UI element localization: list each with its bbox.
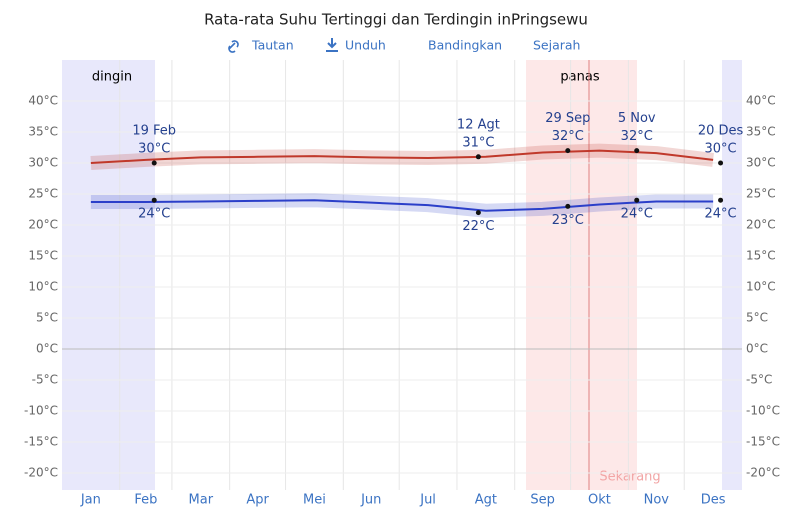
y2-tick-label: 5°C (746, 311, 768, 325)
x-tick-label: Mar (189, 493, 214, 508)
y-tick-label: 10°C (28, 280, 58, 294)
y2-tick-label: 15°C (746, 249, 776, 263)
annotation-value: 23°C (552, 213, 584, 228)
y-tick-label: 35°C (28, 125, 58, 139)
link-icon (228, 40, 239, 53)
y-tick-label: -20°C (24, 466, 58, 480)
y2-tick-label: 0°C (746, 342, 768, 356)
now-label: Sekarang (599, 470, 660, 485)
series-line (90, 149, 714, 164)
annotation-value: 31°C (462, 135, 494, 150)
chart-title: Rata-rata Suhu Tertinggi dan Terdingin i… (204, 11, 588, 29)
annotation-value: 22°C (462, 219, 494, 234)
y-tick-label: -10°C (24, 404, 58, 418)
annotation-value: 24°C (621, 207, 653, 222)
y2-tick-label: -5°C (746, 373, 772, 387)
annotation-point (151, 160, 157, 166)
season-label: dingin (92, 70, 132, 85)
y-tick-label: 30°C (28, 156, 58, 170)
y2-tick-label: 35°C (746, 125, 776, 139)
y2-tick-label: -15°C (746, 435, 780, 449)
annotation-value: 30°C (138, 142, 170, 157)
y2-tick-label: 10°C (746, 280, 776, 294)
link[interactable]: Tautan (251, 38, 294, 53)
y-tick-label: -5°C (32, 373, 58, 387)
x-tick-label: Mei (303, 493, 326, 508)
annotation-date: 20 Des (698, 124, 744, 139)
y2-tick-label: -20°C (746, 466, 780, 480)
annotation-value: 32°C (552, 129, 584, 144)
y-tick-label: 15°C (28, 249, 58, 263)
y-tick-label: 25°C (28, 187, 58, 201)
annotation-point (475, 154, 481, 160)
x-tick-label: Okt (588, 493, 611, 508)
annotation-point (634, 197, 640, 203)
annotation-value: 32°C (621, 129, 653, 144)
x-tick-label: Jan (80, 493, 101, 508)
annotation-date: 5 Nov (618, 111, 656, 126)
download-icon (326, 38, 338, 52)
annotation-point (565, 148, 571, 154)
y-tick-label: 40°C (28, 94, 58, 108)
annotation-value: 24°C (705, 207, 737, 222)
season-label: panas (560, 70, 599, 85)
y2-tick-label: 40°C (746, 94, 776, 108)
y-tick-label: 5°C (36, 311, 58, 325)
annotation-value: 30°C (705, 142, 737, 157)
x-tick-label: Nov (644, 493, 670, 508)
annotation-point (634, 148, 640, 154)
x-tick-label: Apr (246, 493, 269, 508)
annotation-point (718, 197, 724, 203)
y2-tick-label: 20°C (746, 218, 776, 232)
series-line (90, 199, 714, 212)
x-tick-label: Jul (419, 493, 436, 508)
x-tick-label: Jun (360, 493, 381, 508)
x-tick-label: Feb (134, 493, 157, 508)
link[interactable]: Sejarah (533, 38, 580, 53)
y2-tick-label: -10°C (746, 404, 780, 418)
y-tick-label: -15°C (24, 435, 58, 449)
annotation-point (151, 197, 157, 203)
link[interactable]: Unduh (345, 38, 386, 53)
y-tick-label: 20°C (28, 218, 58, 232)
x-tick-label: Sep (530, 493, 555, 508)
links: Tautan Unduh Bandingkan Sejarah (228, 38, 580, 53)
annotation-point (718, 160, 724, 166)
annotation-date: 19 Feb (132, 124, 176, 139)
y2-tick-label: 25°C (746, 187, 776, 201)
annotation-date: 29 Sep (545, 111, 590, 126)
annotation-point (475, 210, 481, 216)
link[interactable]: Bandingkan (428, 38, 502, 53)
annotation-point (565, 203, 571, 209)
y-tick-label: 0°C (36, 342, 58, 356)
annotation-value: 24°C (138, 207, 170, 222)
cold-season-band (722, 60, 742, 490)
y2-tick-label: 30°C (746, 156, 776, 170)
x-tick-label: Des (701, 493, 726, 508)
x-tick-label: Agt (475, 493, 497, 508)
annotation-date: 12 Agt (457, 117, 500, 132)
